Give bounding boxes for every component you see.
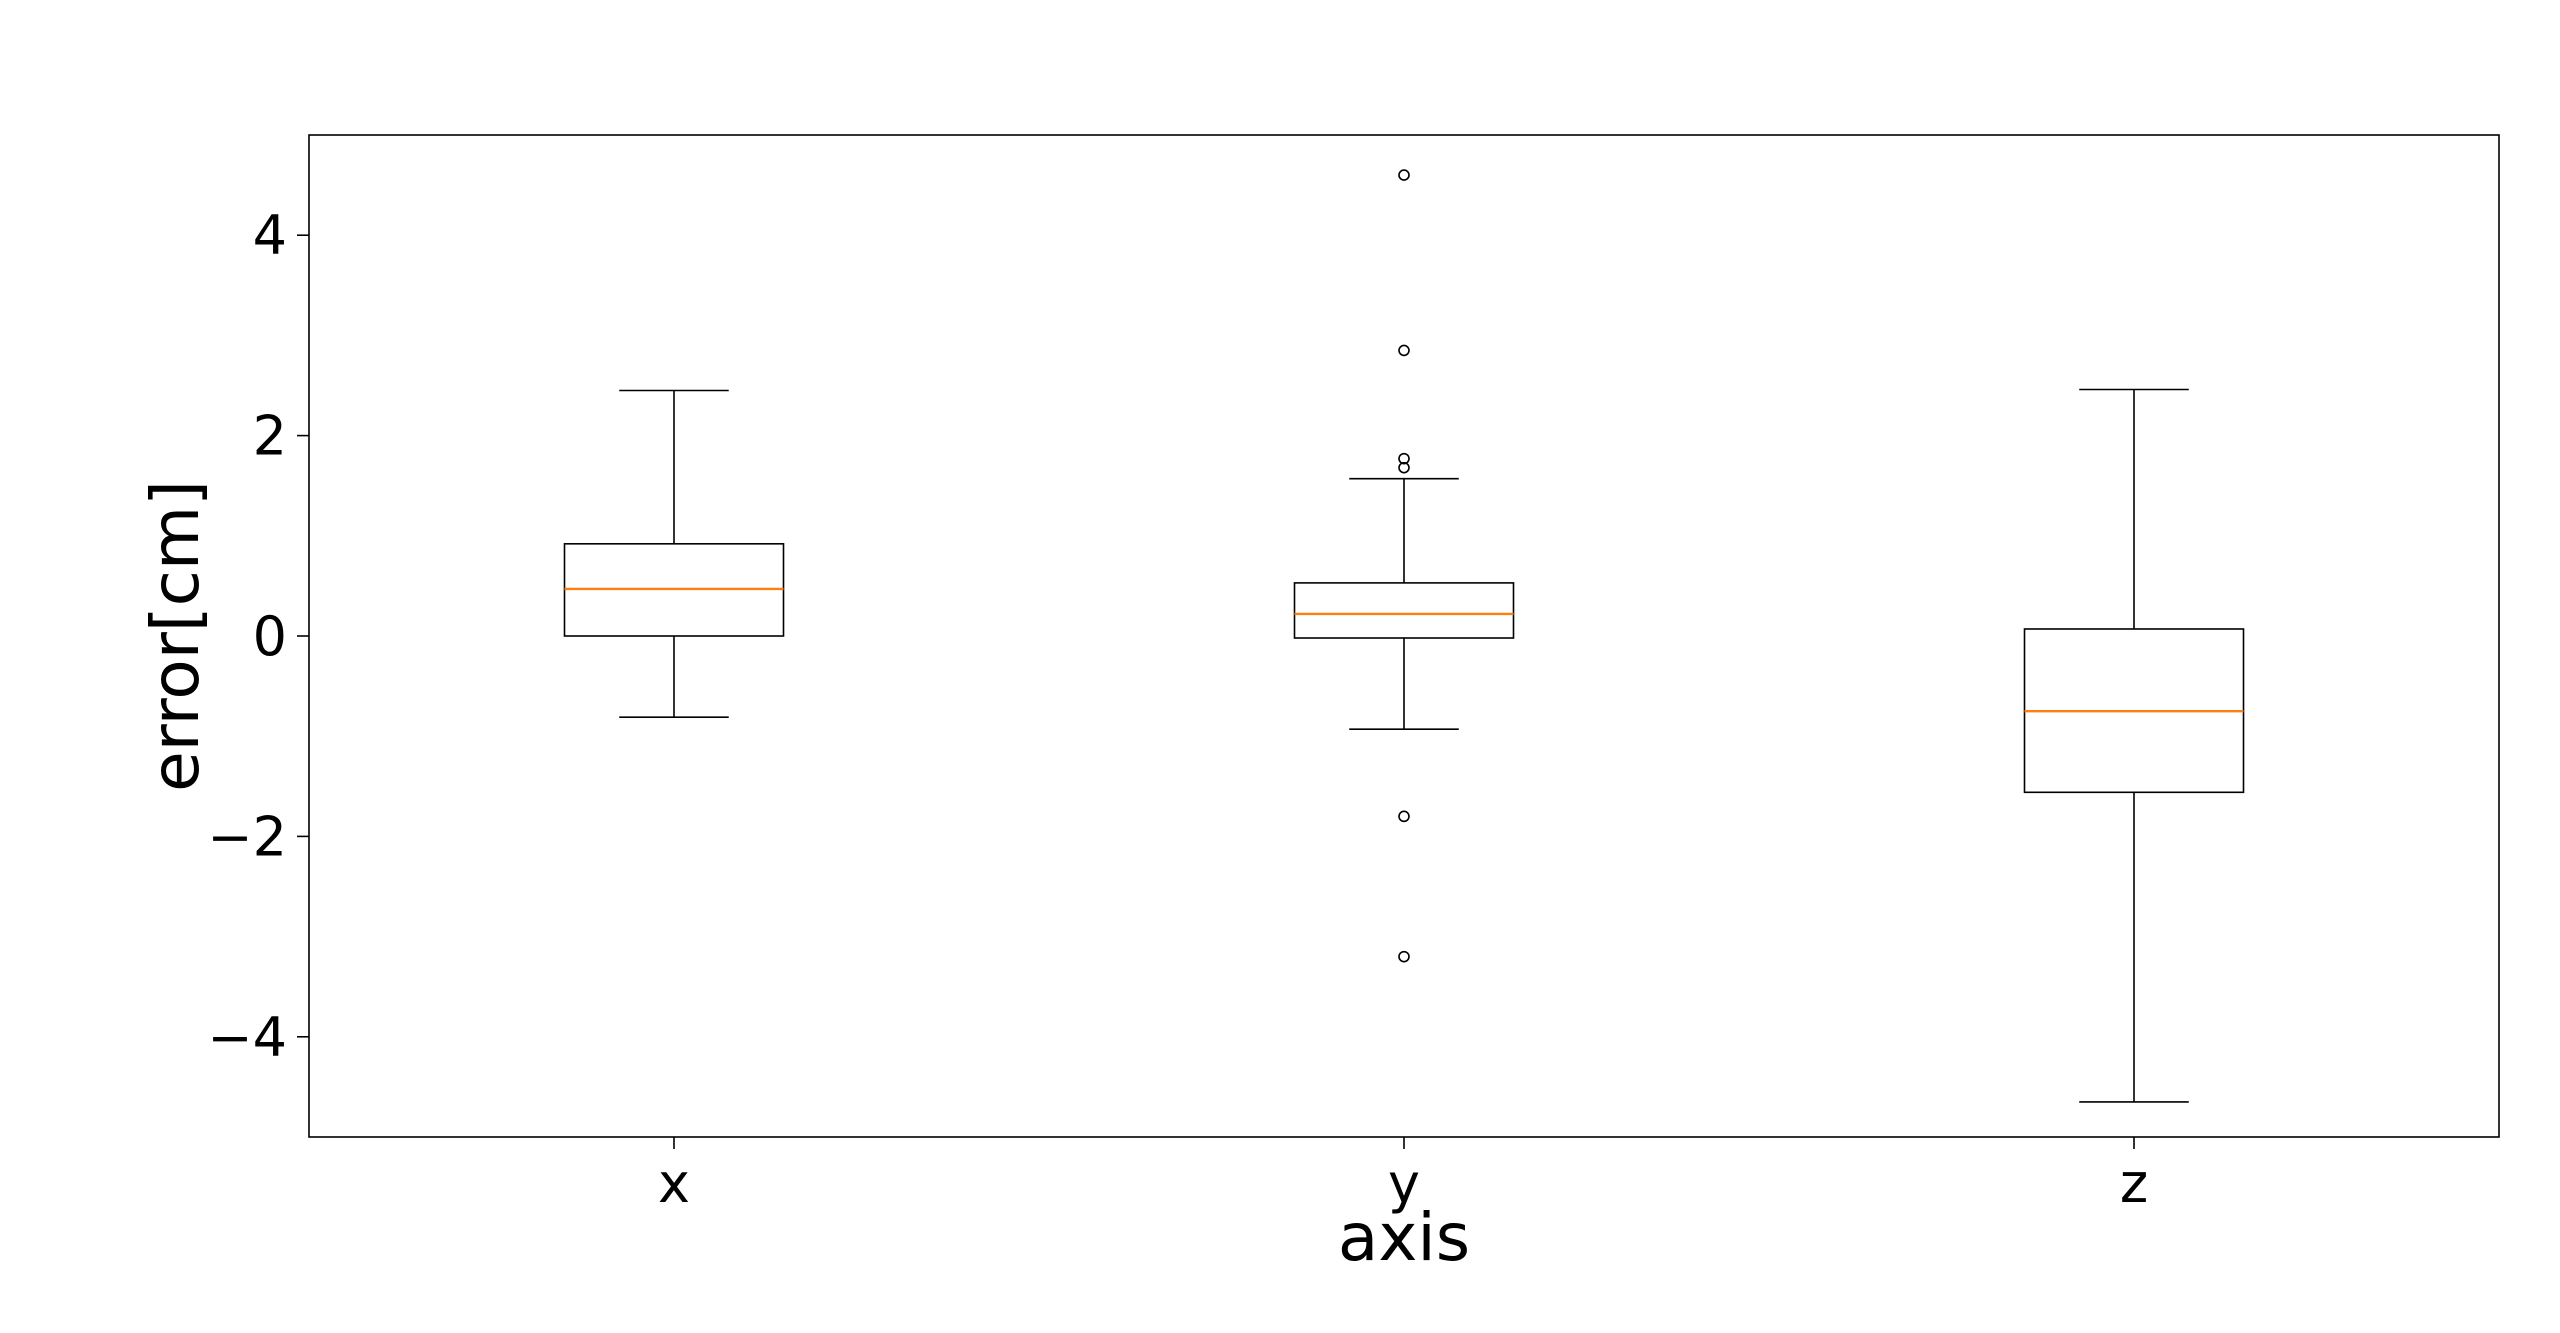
outlier-point xyxy=(1398,169,1410,181)
y-axis-ticks: −4 −2 0 2 4 xyxy=(207,204,309,1069)
outlier-point xyxy=(1398,452,1410,465)
box-series xyxy=(563,169,2245,1103)
x-tick-label: y xyxy=(1388,1152,1420,1215)
box-y xyxy=(1293,169,1515,963)
outlier-point xyxy=(1398,344,1410,357)
x-axis-ticks: x y z xyxy=(658,1137,2148,1215)
box-x xyxy=(563,389,785,718)
y-tick-label: 0 xyxy=(253,605,287,668)
x-axis-label: axis xyxy=(1338,1199,1470,1276)
box-z xyxy=(2023,388,2245,1103)
y-tick-label: 2 xyxy=(253,405,287,468)
y-axis-label: error[cm] xyxy=(137,480,214,792)
iqr-box xyxy=(1293,582,1515,639)
y-tick-label: −2 xyxy=(207,805,287,868)
outlier-point xyxy=(1398,461,1410,474)
outlier-point xyxy=(1398,810,1410,823)
y-tick-label: −4 xyxy=(207,1006,287,1069)
outlier-point xyxy=(1398,950,1410,963)
x-tick-label: x xyxy=(658,1152,690,1215)
x-tick-label: z xyxy=(2120,1152,2148,1215)
y-tick-label: 4 xyxy=(253,204,287,267)
